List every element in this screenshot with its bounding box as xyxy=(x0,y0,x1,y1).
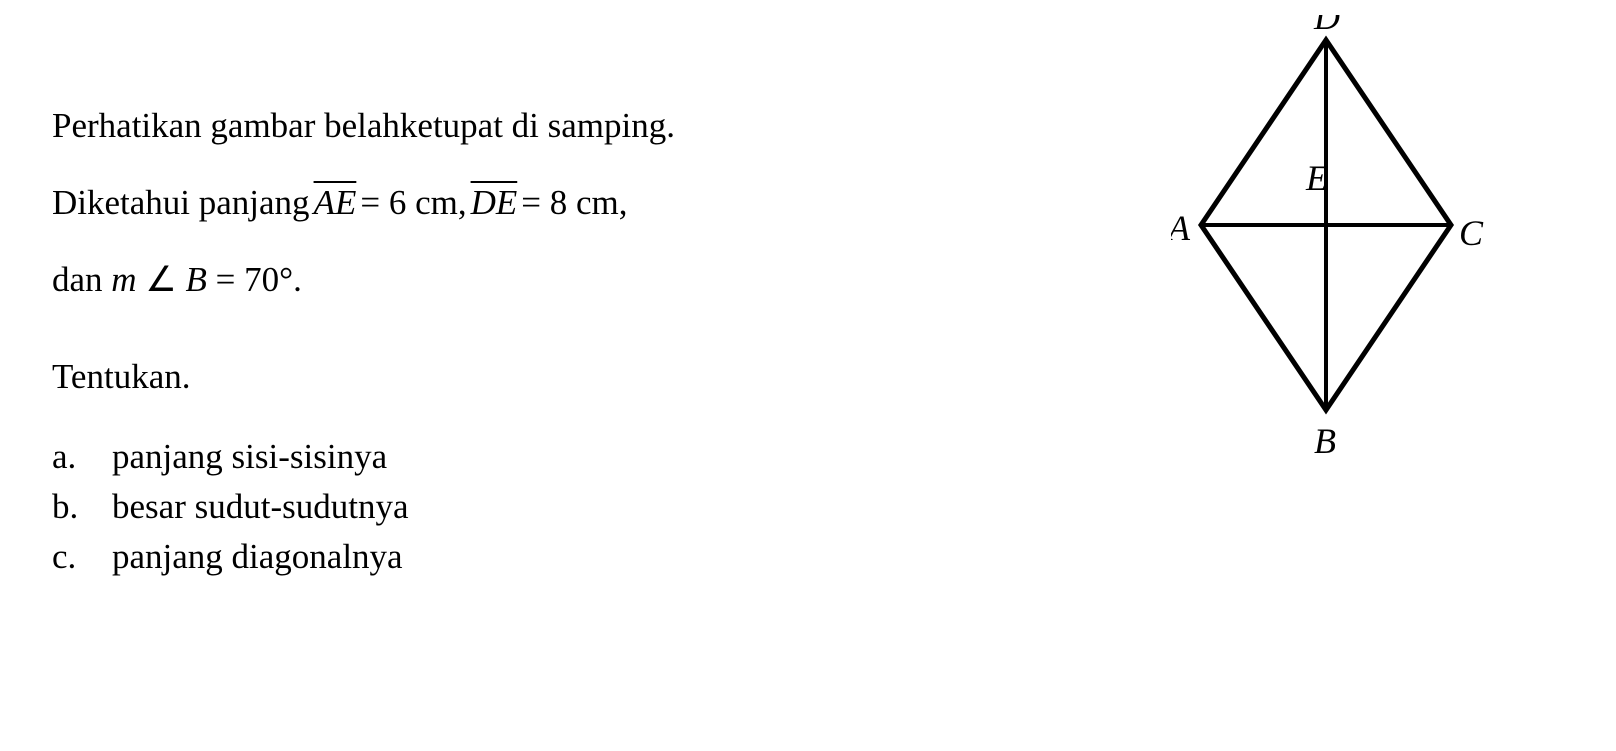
list-marker: b. xyxy=(52,487,112,527)
question-list: a. panjang sisi-sisinya b. besar sudut-s… xyxy=(52,437,1116,577)
list-text: panjang sisi-sisinya xyxy=(112,437,387,477)
list-marker: a. xyxy=(52,437,112,477)
line2-eq1: = 6 cm, xyxy=(360,185,466,220)
vertex-label-a: A xyxy=(1171,208,1191,248)
tentukan-heading: Tentukan. xyxy=(52,357,1116,397)
list-text: besar sudut-sudutnya xyxy=(112,487,408,527)
problem-line-3: dan m ∠ B = 70°. xyxy=(52,262,1116,297)
line2-eq2: = 8 cm, xyxy=(521,185,627,220)
list-item: b. besar sudut-sudutnya xyxy=(52,487,1116,527)
vertex-label-d: D xyxy=(1313,15,1340,37)
vertex-label-e: E xyxy=(1305,158,1328,198)
list-item: c. panjang diagonalnya xyxy=(52,537,1116,577)
list-marker: c. xyxy=(52,537,112,577)
list-item: a. panjang sisi-sisinya xyxy=(52,437,1116,477)
diagram-area: A C D B E xyxy=(1116,0,1616,751)
segment-ae: AE xyxy=(314,185,357,220)
angle-symbol: ∠ xyxy=(145,260,176,299)
problem-line-1: Perhatikan gambar belahketupat di sampin… xyxy=(52,108,1116,143)
vertex-label-c: C xyxy=(1459,213,1484,253)
line3-prefix: dan xyxy=(52,260,111,299)
vertex-label-b: B xyxy=(1314,421,1336,461)
problem-line-2: Diketahui panjang AE = 6 cm, DE = 8 cm, xyxy=(52,185,1116,220)
problem-text-area: Perhatikan gambar belahketupat di sampin… xyxy=(0,0,1116,751)
line3-m: m xyxy=(111,260,136,299)
line2-prefix: Diketahui panjang xyxy=(52,185,310,220)
list-text: panjang diagonalnya xyxy=(112,537,403,577)
line3-eq: = 70°. xyxy=(216,260,302,299)
rhombus-diagram: A C D B E xyxy=(1171,15,1511,475)
segment-de: DE xyxy=(471,185,518,220)
line3-b: B xyxy=(185,260,206,299)
